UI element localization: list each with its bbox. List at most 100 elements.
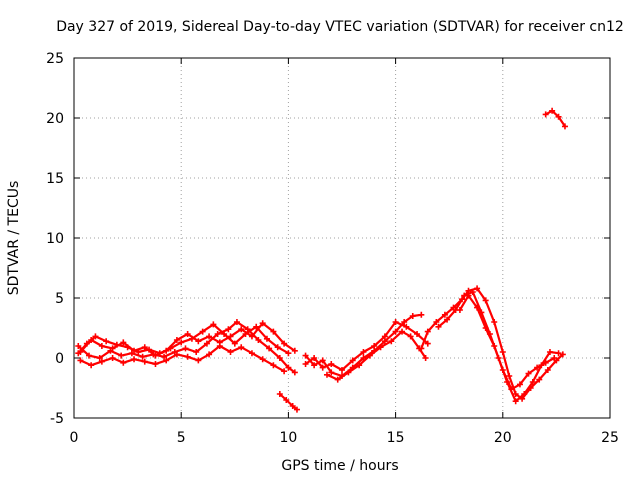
data-point <box>263 335 270 342</box>
data-point <box>469 289 476 295</box>
data-point <box>238 326 245 333</box>
data-point <box>555 113 562 120</box>
data-point <box>356 362 363 369</box>
data-point <box>216 339 223 346</box>
data-point <box>339 367 345 373</box>
y-tick-label: 0 <box>55 351 64 367</box>
series-arc-4 <box>77 320 298 359</box>
data-point <box>349 357 356 364</box>
data-point <box>441 311 448 318</box>
data-point <box>435 323 442 330</box>
series-line <box>278 392 299 411</box>
data-point <box>403 323 410 330</box>
data-point <box>311 362 318 369</box>
axis-ticks: 0 5 10 15 20 25 -5 0 5 10 15 20 25 <box>46 51 619 446</box>
data-point <box>474 304 481 311</box>
data-point <box>120 359 127 366</box>
data-point <box>270 328 277 335</box>
data-point <box>270 362 277 369</box>
data-point <box>231 340 238 347</box>
data-point <box>388 338 395 345</box>
series-arc-11 <box>456 292 558 393</box>
data-point <box>549 107 556 114</box>
data-point <box>319 357 326 364</box>
x-tick-label: 25 <box>601 430 619 446</box>
x-axis-label: GPS time / hours <box>281 458 398 474</box>
data-point <box>227 333 234 340</box>
data-point <box>345 369 352 376</box>
grid <box>74 58 610 418</box>
data-point <box>141 344 148 351</box>
data-point <box>141 358 148 365</box>
data-point <box>253 323 260 330</box>
x-tick-label: 0 <box>70 430 79 446</box>
data-point <box>544 367 551 373</box>
series-line <box>458 294 556 391</box>
data-point <box>529 379 536 385</box>
data-point <box>392 319 399 325</box>
data-point <box>92 333 99 340</box>
data-point <box>206 333 213 340</box>
data-point <box>193 349 200 355</box>
data-point <box>328 361 335 367</box>
y-tick-label: 10 <box>46 231 64 247</box>
data-point <box>334 376 341 383</box>
series-line <box>437 290 560 403</box>
data-point <box>291 347 298 354</box>
series-line <box>544 109 567 128</box>
data-point <box>407 333 414 340</box>
x-tick-label: 15 <box>387 430 405 446</box>
chart-title: Day 327 of 2019, Sidereal Day-to-day VTE… <box>56 19 624 35</box>
data-point <box>521 391 528 397</box>
data-point <box>163 347 170 354</box>
x-tick-label: 5 <box>177 430 186 446</box>
data-point <box>281 340 288 347</box>
data-point <box>559 351 566 358</box>
data-point <box>319 364 326 371</box>
data-point <box>96 355 103 361</box>
data-point <box>195 357 202 364</box>
data-point <box>381 333 388 340</box>
series-arc-1 <box>75 321 292 357</box>
data-point <box>401 319 408 325</box>
data-point <box>173 351 180 358</box>
data-point <box>283 397 290 403</box>
data-point <box>285 350 292 357</box>
data-point <box>227 349 234 355</box>
series-arc-9 <box>418 285 566 402</box>
data-point <box>323 371 330 378</box>
data-point <box>293 406 300 413</box>
data-point <box>152 352 159 359</box>
data-point <box>542 111 549 118</box>
data-point <box>281 368 288 375</box>
data-point <box>399 328 406 335</box>
series-arc-7 <box>302 319 431 373</box>
data-point <box>98 358 105 365</box>
data-point <box>248 333 255 340</box>
data-point <box>444 316 451 323</box>
data-point <box>542 359 549 366</box>
data-point <box>88 337 95 343</box>
data-point <box>377 344 384 351</box>
data-point <box>508 386 515 393</box>
data-point <box>392 328 399 335</box>
data-point <box>120 339 127 346</box>
data-point <box>536 376 543 383</box>
series-arc-6 <box>302 311 425 379</box>
data-point <box>248 350 255 357</box>
data-point <box>276 355 283 361</box>
data-point <box>238 344 245 351</box>
data-point <box>291 369 298 376</box>
data-point <box>499 367 506 373</box>
y-tick-label: 15 <box>46 171 64 187</box>
series-arc-5 <box>276 391 300 413</box>
y-axis-label: SDTVAR / TECUs <box>6 181 22 296</box>
data-point <box>77 357 84 364</box>
series-arc-2 <box>75 319 298 376</box>
data-point <box>360 349 367 355</box>
data-point <box>302 361 309 367</box>
data-point <box>506 373 513 379</box>
data-point <box>88 362 95 369</box>
series-arc-12 <box>542 107 568 130</box>
y-tick-label: 5 <box>55 291 64 307</box>
